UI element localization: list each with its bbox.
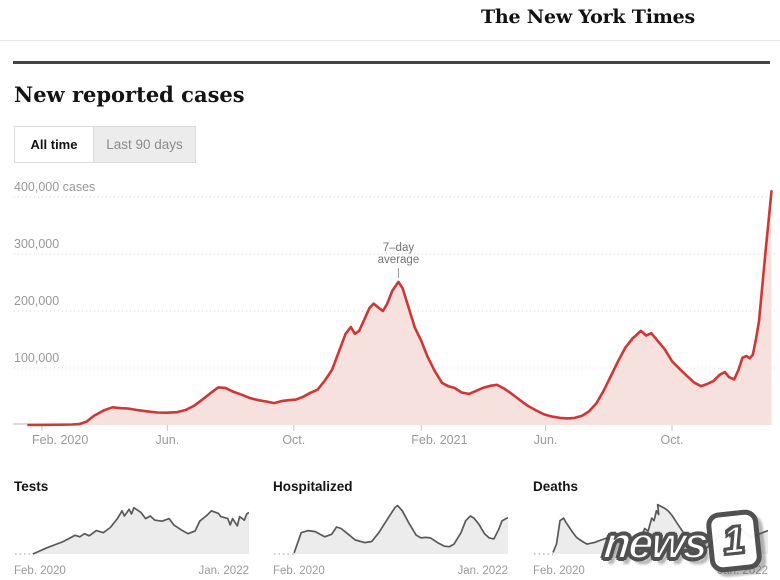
- mini-x-label-start: Feb. 2020: [533, 565, 585, 577]
- main-chart[interactable]: 400,000 cases 300,000 200,000 100,000 Feb. 2…: [0, 180, 780, 452]
- all-time-button[interactable]: All time: [15, 127, 94, 162]
- svg-text:Oct.: Oct.: [661, 433, 684, 447]
- time-range-toggle: All time Last 90 days: [14, 126, 196, 163]
- svg-text:Oct.: Oct.: [282, 433, 305, 447]
- svg-text:100,000: 100,000: [14, 351, 59, 365]
- svg-text:Feb. 2021: Feb. 2021: [411, 433, 467, 447]
- svg-text:7–day: 7–day: [383, 242, 415, 254]
- svg-text:400,000 cases: 400,000 cases: [14, 180, 95, 194]
- svg-text:300,000: 300,000: [14, 237, 59, 251]
- mini-x-label-end: Jan. 2022: [198, 565, 249, 577]
- mini-chart-panel-hospitalized: Hospitalized Feb. 2020 Jan. 2022: [273, 479, 509, 577]
- svg-text:Feb. 2020: Feb. 2020: [32, 433, 88, 447]
- svg-text:200,000: 200,000: [14, 294, 59, 308]
- news1-watermark-badge: 1: [705, 508, 764, 574]
- nyt-logo: The New York Times: [480, 6, 696, 28]
- page-title: New reported cases: [14, 82, 245, 107]
- mini-chart-hospitalized: [274, 504, 509, 555]
- svg-text:Jun.: Jun.: [534, 433, 558, 447]
- svg-text:Jun.: Jun.: [156, 433, 180, 447]
- mini-chart-panel-tests: Tests Feb. 2020 Jan. 2022: [14, 479, 250, 577]
- news1-watermark: news 1: [600, 508, 764, 574]
- news1-watermark-text: news: [600, 518, 709, 569]
- mini-x-label-start: Feb. 2020: [14, 565, 66, 577]
- mini-chart-title: Hospitalized: [273, 479, 353, 494]
- mini-x-label-start: Feb. 2020: [273, 565, 325, 577]
- mini-x-label-end: Jan. 2022: [457, 565, 508, 577]
- mini-chart-tests: [15, 506, 250, 555]
- section-rule: [13, 61, 770, 64]
- mini-chart-title: Tests: [14, 479, 49, 494]
- svg-text:average: average: [378, 254, 420, 266]
- last-90-days-button[interactable]: Last 90 days: [94, 127, 195, 162]
- header-divider: [0, 40, 780, 41]
- mini-chart-title: Deaths: [533, 479, 579, 494]
